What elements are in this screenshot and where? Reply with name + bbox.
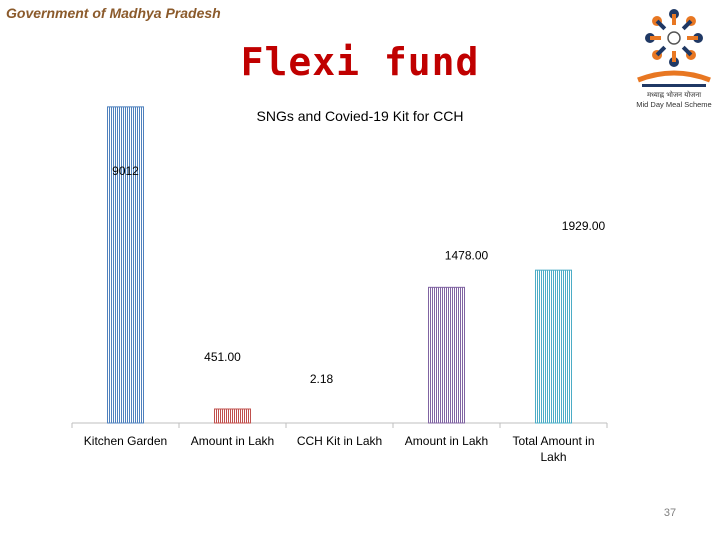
chart-title: SNGs and Covied-19 Kit for CCH [256, 108, 464, 124]
data-label: 451.00 [204, 350, 241, 364]
logo-bar [642, 84, 706, 87]
category-labels: Kitchen Garden Amount in Lakh CCH Kit in L… [84, 434, 595, 464]
category-label: Total Amount in [512, 434, 594, 448]
bars [107, 106, 572, 424]
x-axis-ticks [71, 423, 608, 428]
logo-caption-english: Mid Day Meal Scheme [636, 100, 711, 109]
bar [428, 286, 465, 424]
category-label: Lakh [540, 450, 566, 464]
logo-figure-body [655, 45, 667, 57]
bar [107, 106, 144, 424]
logo-figure-body [655, 19, 667, 31]
category-label: Amount in Lakh [191, 434, 274, 448]
logo-center [667, 31, 681, 45]
page-number: 37 [663, 507, 677, 519]
logo-figures [645, 9, 703, 67]
bar [214, 408, 251, 424]
logo-caption-hindi: मध्याह्न भोजन योजना [647, 90, 701, 99]
bar [535, 269, 572, 424]
data-label: 1929.00 [562, 219, 606, 233]
category-label: Kitchen Garden [84, 434, 167, 448]
organization-name: Government of Madhya Pradesh [6, 5, 221, 21]
mid-day-meal-logo: मध्याह्न भोजन योजना Mid Day Meal Scheme [636, 9, 712, 109]
category-label: Amount in Lakh [405, 434, 488, 448]
page-title: Flexi fund [240, 40, 480, 84]
data-label: 1478.00 [445, 248, 489, 262]
data-label: 2.18 [310, 372, 334, 386]
logo-figure-body [681, 45, 693, 57]
logo-figure-body [681, 19, 693, 31]
logo-arc [637, 70, 711, 83]
data-label: 9012 [112, 164, 139, 178]
data-labels: 9012 451.00 2.18 1478.00 1929.00 [112, 164, 605, 386]
category-label: CCH Kit in Lakh [297, 434, 382, 448]
